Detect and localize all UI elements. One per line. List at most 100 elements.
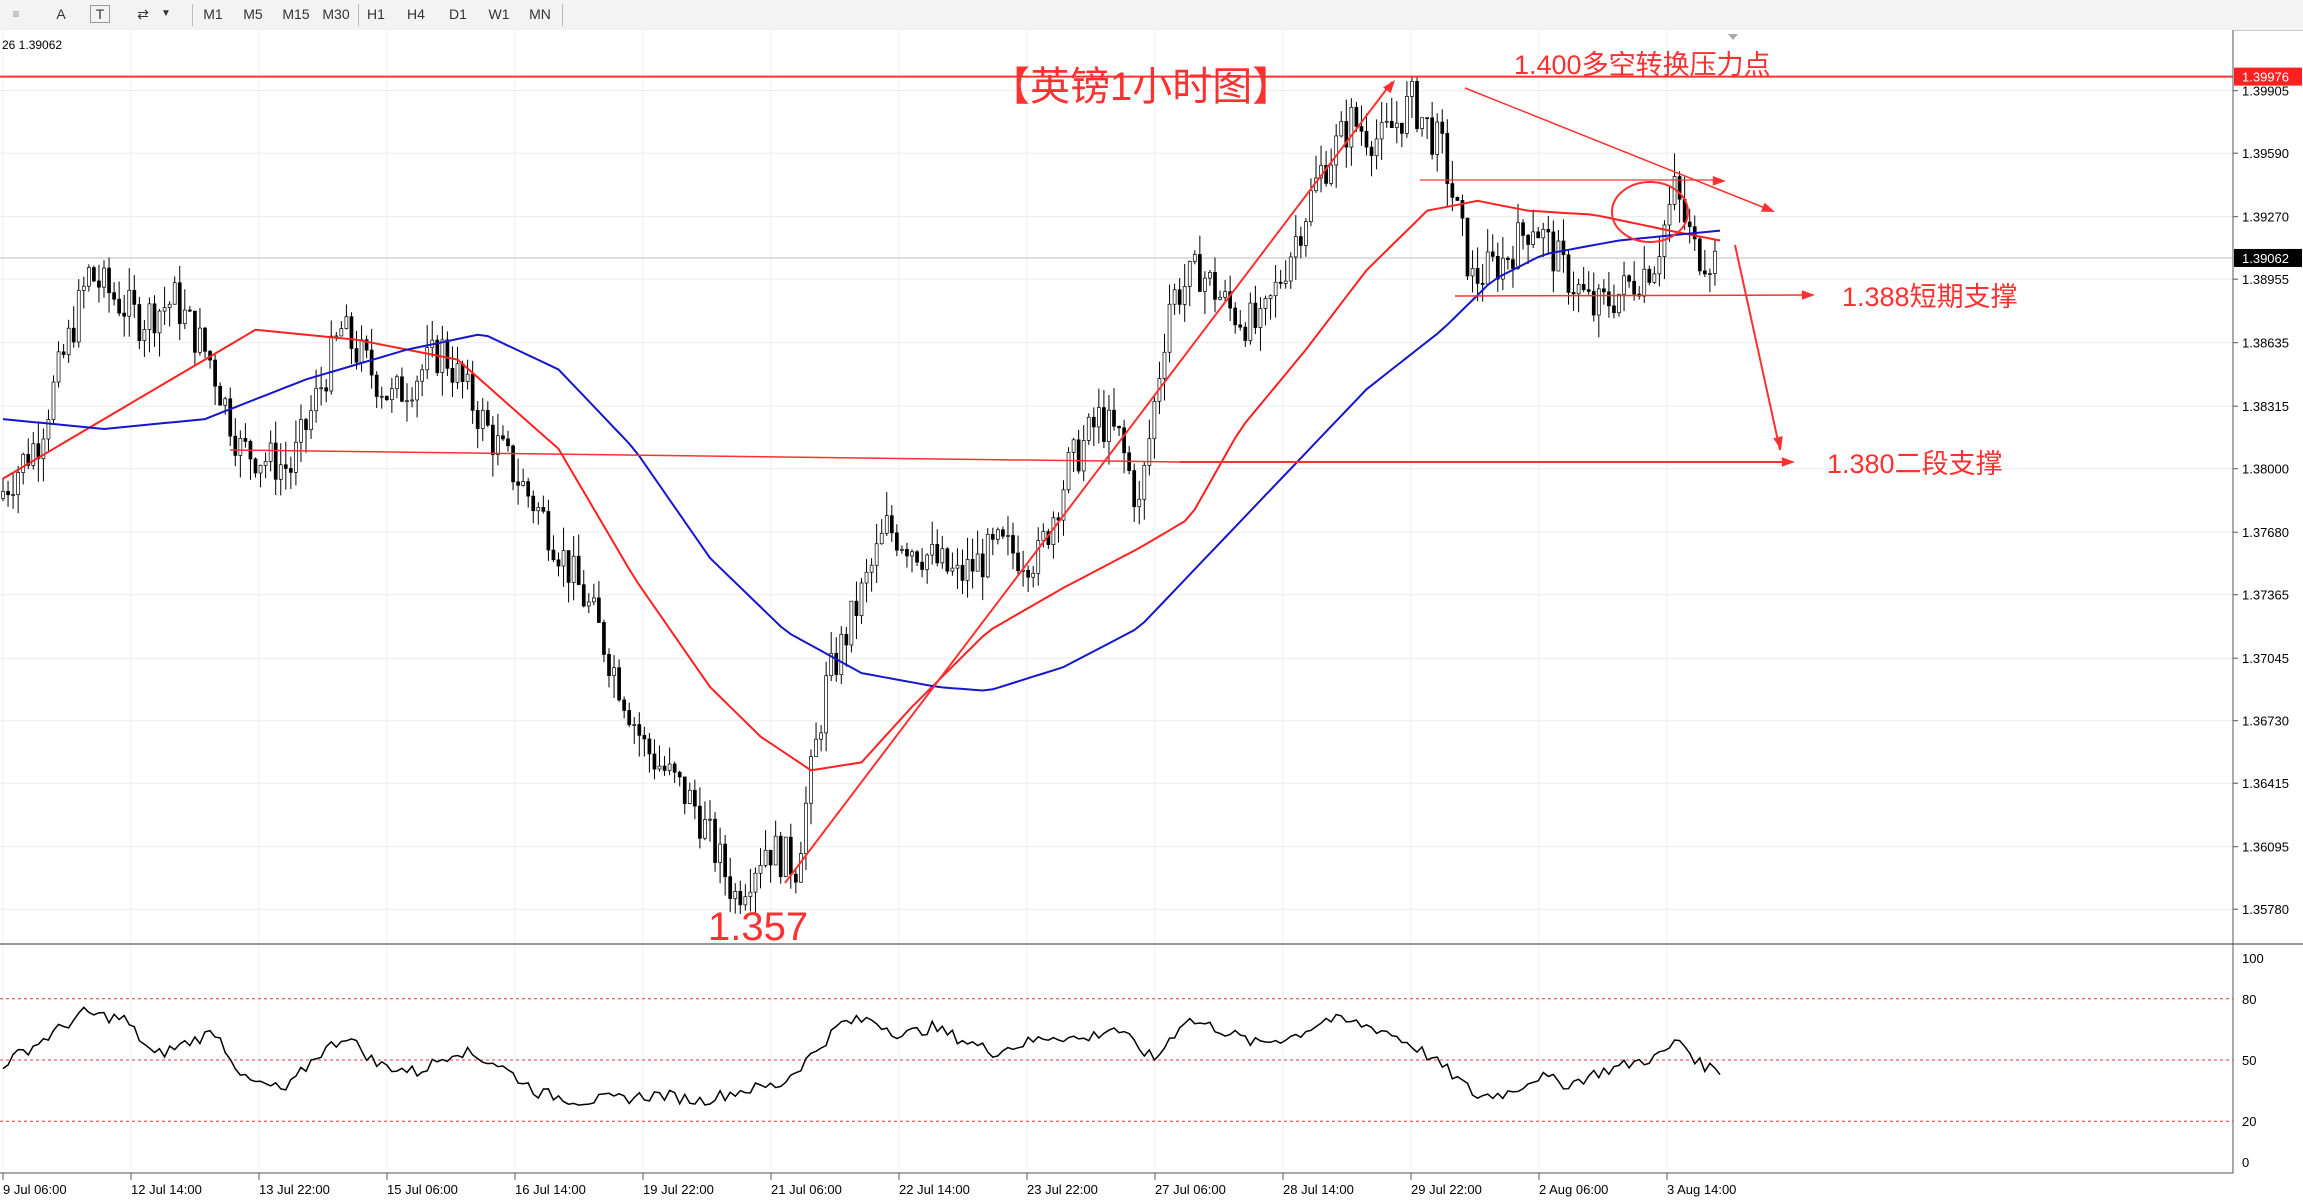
support-one-annotation: 1.388短期支撑 <box>1842 282 2018 312</box>
candle-up <box>1263 298 1268 309</box>
candle-up <box>1258 308 1263 328</box>
candle-down <box>1455 197 1460 201</box>
candle-up <box>127 289 132 317</box>
candle-up <box>1384 120 1389 123</box>
support-line-two <box>229 449 1181 463</box>
candle-down <box>915 551 919 563</box>
candle-up <box>1334 135 1339 166</box>
gridlines <box>0 30 2233 1173</box>
resistance-price-label: 1.39976 <box>2242 70 2289 85</box>
candle-up <box>379 395 384 398</box>
candle-down <box>1697 238 1702 272</box>
candle-up <box>1304 221 1308 246</box>
timeframe-m5-button[interactable]: M5 <box>243 6 263 22</box>
candle-down <box>894 532 899 551</box>
objects-tool-icon[interactable]: ⇄ <box>137 6 149 22</box>
candle-up <box>167 303 172 308</box>
candle-down <box>1324 165 1328 184</box>
candle-up <box>1410 81 1414 97</box>
candle-up <box>1187 260 1192 287</box>
candle-down <box>233 435 238 456</box>
candle-up <box>329 335 334 392</box>
candle-down <box>1460 200 1465 219</box>
price-tick-label: 1.35780 <box>2242 902 2289 917</box>
candle-down <box>511 445 515 483</box>
candle-up <box>612 667 616 676</box>
candle-down <box>26 454 31 466</box>
text-tool-a-icon[interactable]: A <box>56 6 66 22</box>
timeframe-m1-button[interactable]: M1 <box>203 6 223 22</box>
candle-down <box>485 410 490 426</box>
candle-up <box>455 363 460 383</box>
candle-down <box>193 310 197 353</box>
candle-down <box>1475 268 1480 284</box>
candle-up <box>839 633 844 676</box>
candle-up <box>1485 251 1490 285</box>
candle-up <box>1516 222 1520 269</box>
timeframe-m15-button[interactable]: M15 <box>282 6 310 22</box>
time-axis: 9 Jul 06:00 12 Jul 14:00 13 Jul 22:00 15 Ju… <box>2 1173 1736 1197</box>
rsi-tick-label: 0 <box>2242 1155 2249 1170</box>
candle-up <box>425 347 430 371</box>
support-line-one <box>1454 294 1811 297</box>
candle-down <box>1369 146 1374 157</box>
candle-down <box>622 699 627 711</box>
candle-down <box>289 468 293 473</box>
timeframe-h4-button[interactable]: H4 <box>407 6 425 22</box>
candle-down <box>738 891 743 906</box>
trendline-down <box>1464 87 1771 211</box>
candle-up <box>147 303 152 330</box>
timeframe-w1-button[interactable]: W1 <box>488 6 510 22</box>
candle-down <box>450 367 455 383</box>
candle-up <box>66 327 71 355</box>
timeframe-d1-button[interactable]: D1 <box>449 6 467 22</box>
candle-down <box>1612 305 1616 314</box>
candle-up <box>359 339 364 363</box>
candle-up <box>41 438 46 459</box>
candle-up <box>1657 256 1662 275</box>
candle-down <box>213 359 217 387</box>
candle-up <box>480 410 485 429</box>
candles <box>1 75 1717 915</box>
candle-down <box>1112 409 1116 427</box>
candle-up <box>319 387 323 390</box>
candle-down <box>970 559 975 572</box>
candle-up <box>56 351 61 383</box>
candle-down <box>905 549 909 557</box>
timeframe-mn-button[interactable]: MN <box>529 6 551 22</box>
candle-down <box>920 561 924 570</box>
time-tick-label: 27 Jul 06:00 <box>1155 1182 1226 1197</box>
trendline-up <box>784 81 1393 884</box>
candle-down <box>475 410 480 429</box>
candle-down <box>607 654 611 676</box>
candle-up <box>1 491 5 499</box>
candle-up <box>824 675 829 734</box>
candle-down <box>384 395 389 401</box>
text-label-tool-icon[interactable]: T <box>90 5 110 23</box>
candle-up <box>703 819 707 839</box>
candle-down <box>506 438 510 447</box>
candle-up <box>395 376 399 390</box>
candle-down <box>637 724 642 736</box>
dropdown-arrow-icon[interactable]: ▼ <box>161 8 171 19</box>
candle-down <box>1399 122 1404 134</box>
chart-area[interactable]: 26 1.39062 【英镑1小时图】 1.357 1.400多空转换压力点 1.38… <box>0 30 2303 1203</box>
candle-down <box>71 327 76 343</box>
candle-up <box>591 597 596 603</box>
candle-down <box>1197 254 1202 292</box>
candle-down <box>1586 289 1591 292</box>
candle-up <box>1708 273 1712 275</box>
timeframe-h1-button[interactable]: H1 <box>367 6 385 22</box>
candle-up <box>1349 106 1354 148</box>
candle-down <box>1344 121 1349 148</box>
candle-up <box>415 380 419 401</box>
candle-down <box>516 481 520 486</box>
timeframe-m30-button[interactable]: M30 <box>322 6 350 22</box>
arrowhead-icon <box>1712 176 1726 186</box>
candle-down <box>1228 291 1233 309</box>
price-tick-label: 1.36730 <box>2242 714 2289 729</box>
candle-down <box>960 564 965 581</box>
candle-up <box>718 843 722 863</box>
candle-up <box>829 652 834 677</box>
candle-down <box>980 553 985 578</box>
